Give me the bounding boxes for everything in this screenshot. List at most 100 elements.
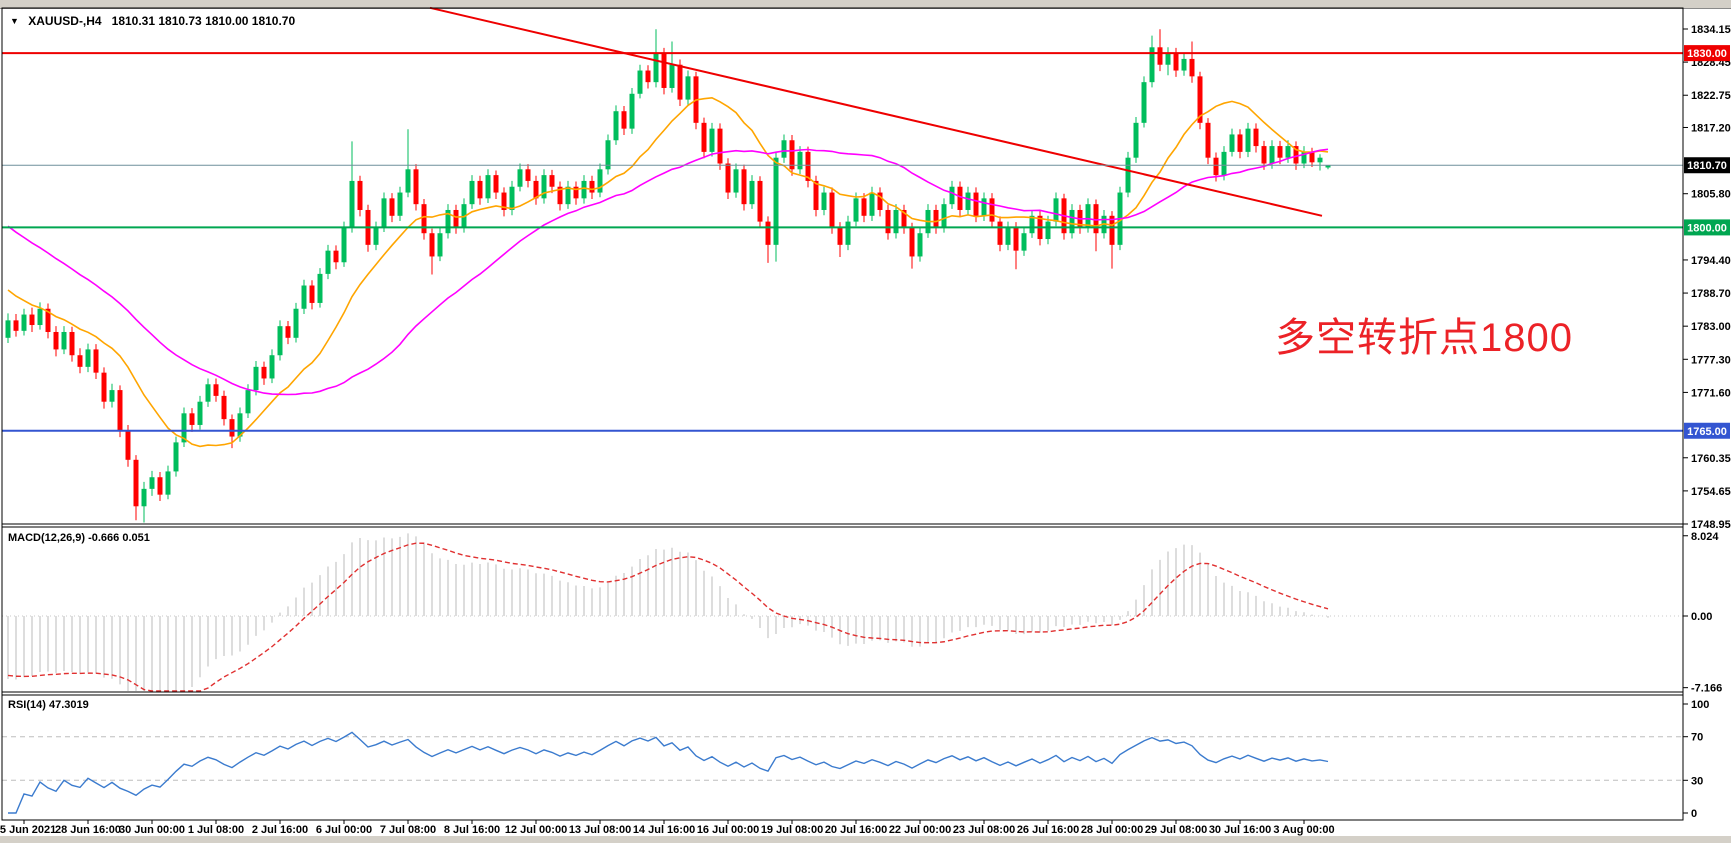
candle-body[interactable] — [205, 384, 211, 402]
candle-body[interactable] — [533, 180, 539, 199]
candle-body[interactable] — [397, 192, 403, 216]
candle-body[interactable] — [493, 175, 499, 193]
candle-body[interactable] — [845, 221, 851, 245]
candle-body[interactable] — [45, 308, 51, 332]
candle-body[interactable] — [269, 355, 275, 379]
candle-body[interactable] — [677, 64, 683, 100]
candle-body[interactable] — [605, 140, 611, 170]
candle-body[interactable] — [133, 459, 139, 507]
candle-body[interactable] — [453, 209, 459, 228]
candle-body[interactable] — [485, 175, 491, 199]
candle-body[interactable] — [949, 186, 955, 205]
candle-body[interactable] — [165, 471, 171, 495]
candle-body[interactable] — [429, 233, 435, 257]
candle-body[interactable] — [757, 180, 763, 222]
candle-body[interactable] — [61, 331, 67, 350]
candle-body[interactable] — [669, 64, 675, 88]
candle-body[interactable] — [1205, 122, 1211, 158]
candle-body[interactable] — [1157, 47, 1163, 65]
candle-body[interactable] — [189, 413, 195, 425]
macd-signal-line[interactable] — [7, 542, 1329, 692]
candle-body[interactable] — [5, 320, 11, 338]
candle-body[interactable] — [437, 233, 443, 257]
candle-body[interactable] — [965, 192, 971, 210]
candle-body[interactable] — [573, 186, 579, 199]
candle-body[interactable] — [1245, 128, 1251, 152]
candle-body[interactable] — [1261, 146, 1267, 164]
candle-body[interactable] — [1085, 204, 1091, 228]
candle-body[interactable] — [1269, 146, 1275, 164]
candle-body[interactable] — [253, 366, 259, 391]
chart-text-annotation[interactable]: 多空转折点1800 — [1275, 316, 1573, 360]
candle-body[interactable] — [725, 163, 731, 193]
candle-body[interactable] — [405, 169, 411, 193]
candle-body[interactable] — [765, 221, 771, 245]
candle-body[interactable] — [277, 326, 283, 356]
candle-body[interactable] — [581, 180, 587, 199]
candle-body[interactable] — [869, 192, 875, 216]
candle-body[interactable] — [21, 314, 27, 331]
candle-body[interactable] — [501, 192, 507, 210]
candle-body[interactable] — [1221, 151, 1227, 176]
candle-body[interactable] — [229, 419, 235, 437]
candle-body[interactable] — [1309, 151, 1315, 163]
candle-body[interactable] — [1237, 134, 1243, 152]
candle-body[interactable] — [13, 320, 19, 331]
candle-body[interactable] — [517, 169, 523, 187]
candle-body[interactable] — [1053, 198, 1059, 222]
candle-body[interactable] — [413, 169, 419, 205]
candle-body[interactable] — [565, 186, 571, 205]
candle-body[interactable] — [181, 413, 187, 443]
candle-body[interactable] — [1165, 53, 1171, 65]
candle-body[interactable] — [1317, 157, 1323, 163]
candle-body[interactable] — [909, 227, 915, 257]
candle-body[interactable] — [997, 221, 1003, 245]
candle-body[interactable] — [1141, 82, 1147, 123]
candle-body[interactable] — [645, 70, 651, 83]
candle-body[interactable] — [197, 401, 203, 425]
candle-body[interactable] — [549, 175, 555, 187]
candle-body[interactable] — [509, 186, 515, 210]
candle-body[interactable] — [797, 151, 803, 170]
candle-body[interactable] — [917, 233, 923, 257]
candle-body[interactable] — [1293, 146, 1299, 164]
candle-body[interactable] — [621, 111, 627, 129]
candle-body[interactable] — [29, 314, 35, 326]
candle-body[interactable] — [709, 128, 715, 152]
candle-body[interactable] — [1213, 157, 1219, 176]
candle-body[interactable] — [733, 169, 739, 193]
candle-body[interactable] — [1021, 233, 1027, 251]
candle-body[interactable] — [93, 349, 99, 373]
descending-trendline[interactable] — [429, 6, 1323, 217]
candle-body[interactable] — [309, 285, 315, 303]
candle-body[interactable] — [701, 122, 707, 152]
candle-body[interactable] — [1229, 134, 1235, 152]
candle-body[interactable] — [381, 198, 387, 228]
candle-body[interactable] — [1045, 221, 1051, 240]
candle-body[interactable] — [933, 209, 939, 228]
candle-body[interactable] — [85, 349, 91, 367]
candle-body[interactable] — [317, 273, 323, 303]
candle-body[interactable] — [525, 169, 531, 181]
candle-body[interactable] — [445, 209, 451, 234]
candle-body[interactable] — [293, 308, 299, 338]
candle-body[interactable] — [661, 53, 667, 88]
candle-body[interactable] — [893, 209, 899, 234]
candle-body[interactable] — [589, 180, 595, 193]
candle-body[interactable] — [141, 488, 147, 507]
candle-body[interactable] — [901, 209, 907, 228]
candle-body[interactable] — [853, 198, 859, 222]
candle-body[interactable] — [1029, 215, 1035, 234]
candle-body[interactable] — [1253, 128, 1259, 147]
candle-body[interactable] — [717, 128, 723, 164]
candle-body[interactable] — [829, 192, 835, 228]
candle-body[interactable] — [1013, 227, 1019, 251]
candle-body[interactable] — [613, 111, 619, 141]
candle-body[interactable] — [109, 390, 115, 402]
candle-body[interactable] — [469, 180, 475, 205]
candle-body[interactable] — [885, 209, 891, 234]
candle-body[interactable] — [1189, 58, 1195, 77]
candle-body[interactable] — [557, 186, 563, 205]
candle-body[interactable] — [981, 198, 987, 216]
